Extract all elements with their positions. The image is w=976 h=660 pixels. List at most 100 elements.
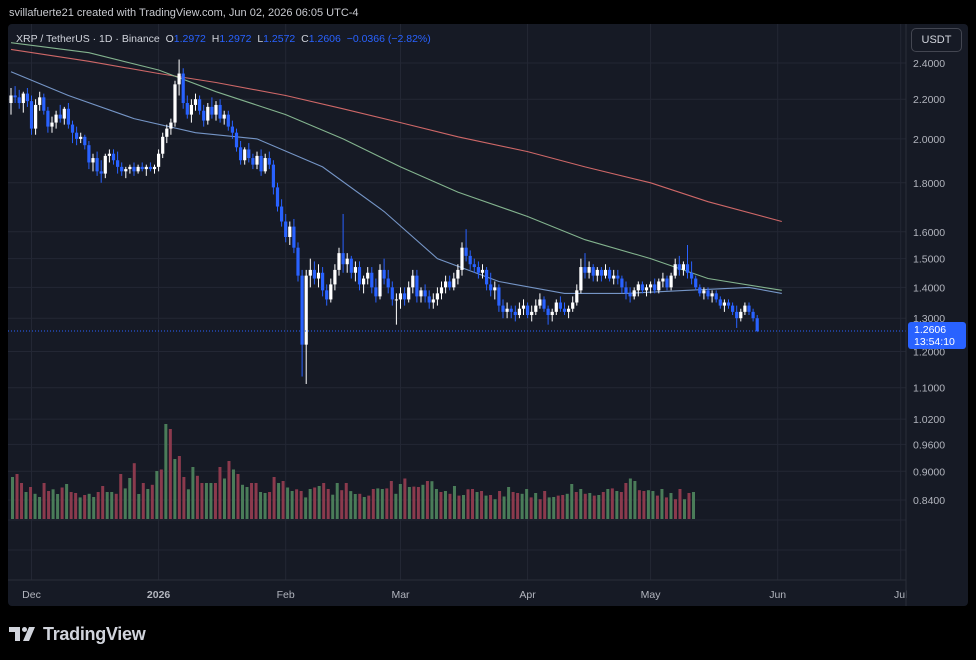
last-price-tag: 1.2606 13:54:10 — [908, 322, 966, 350]
price-tick-label: 1.0200 — [913, 414, 945, 426]
candle-body — [21, 93, 25, 104]
volume-bar — [579, 489, 583, 519]
candle-body — [464, 247, 468, 256]
candle-body — [329, 284, 333, 300]
candle-body — [431, 299, 435, 303]
volume-bar — [349, 491, 353, 519]
volume-bar — [547, 497, 551, 519]
time-axis: Dec 2026 Feb Mar Apr May Jun Jul — [22, 589, 907, 601]
volume-bar — [425, 481, 429, 519]
volume-bar — [687, 493, 691, 519]
candle-body — [452, 278, 456, 288]
candle-body — [423, 290, 427, 297]
candle-body — [538, 299, 542, 306]
candle-body — [198, 99, 202, 111]
volume-bar — [317, 486, 321, 519]
ohlc-legend: XRP / TetherUS · 1D · Binance O1.2972 H1… — [16, 33, 431, 45]
volume-bar — [412, 486, 416, 519]
candle-body — [251, 158, 255, 165]
volume-bar — [669, 493, 673, 519]
currency-button[interactable]: USDT — [911, 28, 962, 52]
volume-bar — [452, 486, 456, 519]
volume-bar — [380, 489, 384, 519]
volume-bar — [15, 474, 19, 519]
volume-bar — [78, 497, 82, 519]
price-tick-label: 2.4000 — [913, 58, 945, 70]
price-axis: 2.4000 2.2000 2.0000 1.8000 1.6000 1.5000 1.40… — [913, 58, 945, 507]
volume-bar — [534, 493, 538, 519]
price-tick-label: 0.8400 — [913, 495, 945, 507]
volume-bar — [295, 489, 299, 519]
candle-body — [38, 97, 42, 105]
time-tick-label: May — [641, 589, 662, 601]
candle-body — [243, 149, 247, 161]
candle-body — [751, 311, 755, 319]
volume-bar — [655, 495, 659, 519]
volume-bar — [552, 497, 556, 519]
candle-body — [91, 158, 95, 163]
symbol-label: XRP / TetherUS · 1D · Binance — [16, 33, 160, 45]
volume-bar — [520, 493, 524, 519]
volume-bar — [47, 491, 51, 519]
volume-bar — [254, 483, 258, 519]
candle-body — [620, 278, 624, 288]
bar-countdown: 13:54:10 — [914, 336, 955, 349]
volume-bar — [195, 475, 199, 519]
candle-body — [612, 275, 616, 279]
candle-body — [157, 153, 161, 167]
volume-bar — [619, 492, 623, 519]
volume-bar — [155, 471, 159, 519]
candle-body — [567, 308, 571, 312]
volume-bar — [69, 492, 73, 519]
candle-body — [230, 126, 234, 133]
candle-body — [690, 272, 694, 279]
volume-bar — [448, 493, 452, 519]
candle-body — [284, 221, 288, 238]
volume-bar — [583, 493, 587, 519]
candle-body — [435, 293, 439, 300]
volume-bar — [191, 467, 195, 519]
volume-bar — [692, 492, 696, 519]
candle-body — [640, 284, 644, 291]
candle-body — [128, 166, 132, 170]
candle-body — [505, 308, 509, 312]
volume-bar — [96, 492, 100, 519]
volume-bar — [132, 463, 136, 519]
candle-body — [390, 287, 394, 300]
candle-body — [735, 311, 739, 319]
candle-body — [468, 255, 472, 265]
moving-average-line — [10, 42, 782, 291]
candle-body — [214, 104, 218, 115]
volume-bar — [498, 491, 502, 519]
volume-bar — [556, 495, 560, 519]
candle-body — [403, 293, 407, 300]
volume-bar — [389, 481, 393, 519]
volume-bar — [615, 491, 619, 519]
candle-body — [165, 128, 169, 137]
volume-bar — [624, 483, 628, 519]
candle-body — [259, 155, 263, 172]
candle-body — [300, 275, 304, 345]
candle-body — [34, 104, 38, 129]
chart-panel[interactable]: 2.4000 2.2000 2.0000 1.8000 1.6000 1.5000 1.40… — [8, 24, 968, 606]
volume-bar — [263, 493, 267, 519]
candle-body — [9, 95, 13, 104]
time-tick-label: 2026 — [147, 589, 171, 601]
volume-bar — [177, 456, 181, 519]
chart-canvas[interactable]: 2.4000 2.2000 2.0000 1.8000 1.6000 1.5000 1.40… — [8, 24, 968, 606]
candle-body — [439, 287, 444, 294]
candle-body — [362, 278, 366, 285]
volume-bar — [443, 491, 447, 519]
candle-body — [312, 269, 316, 279]
candle-body — [398, 293, 403, 300]
candle-body — [444, 281, 448, 288]
volume-bar — [633, 481, 637, 519]
candle-body — [726, 302, 731, 306]
volume-bar — [471, 489, 475, 519]
candle-body — [62, 108, 66, 119]
volume-bar — [218, 467, 222, 519]
volume-bar — [502, 496, 506, 519]
candle-body — [116, 160, 120, 167]
volume-bar — [209, 483, 213, 519]
grid-lines — [8, 24, 906, 580]
